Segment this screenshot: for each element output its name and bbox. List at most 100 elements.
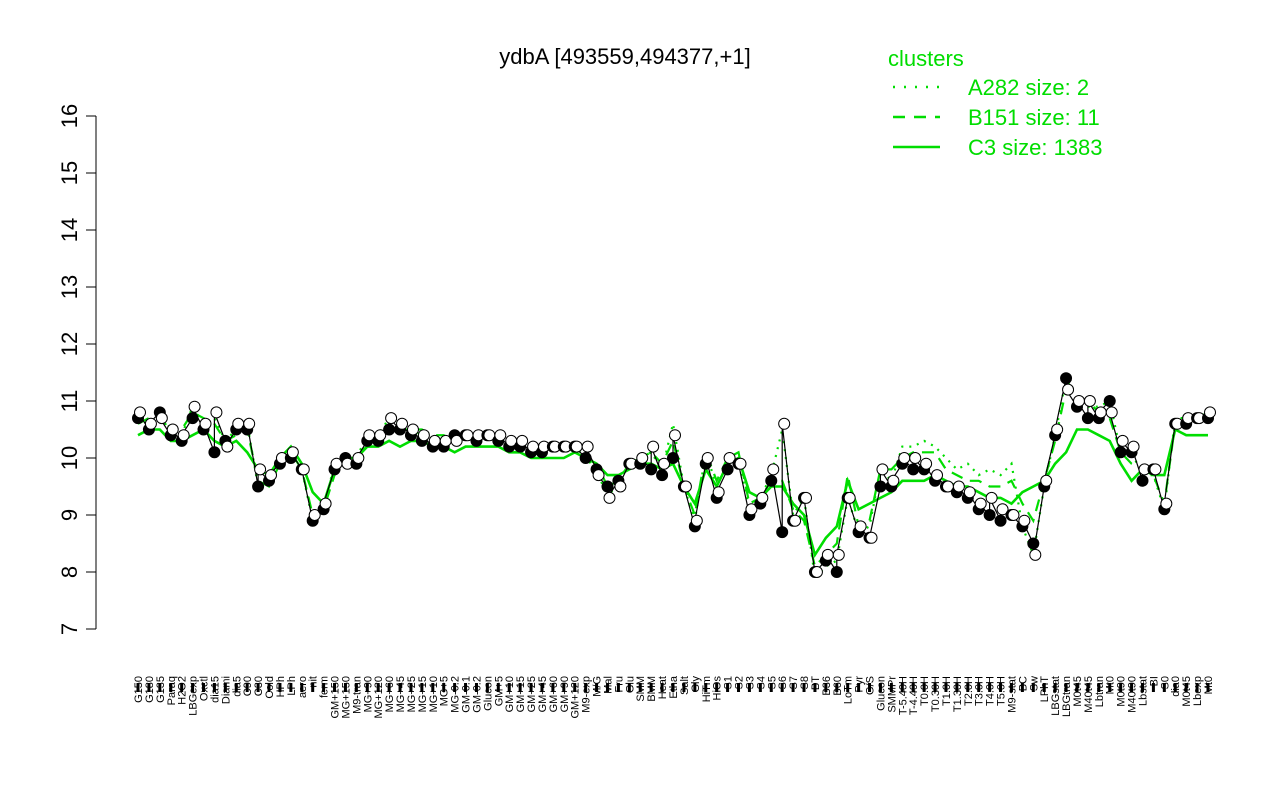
x-tick-label: G180 [144, 676, 156, 703]
x-rug-mark [802, 683, 806, 692]
x-tick-label: T2.0H [963, 676, 975, 706]
x-rug-mark [540, 683, 544, 692]
x-rug-mark [999, 683, 1003, 692]
x-tick-label: GM-0.1 [461, 676, 473, 713]
y-tick-label: 11 [57, 390, 82, 413]
open-point [1204, 406, 1216, 419]
filled-point [1081, 412, 1094, 425]
open-point [789, 514, 802, 527]
open-point [374, 429, 387, 442]
open-point [494, 429, 507, 442]
x-rug-mark [474, 683, 478, 692]
x-tick-label: Cold [264, 676, 276, 699]
x-rug-mark [223, 683, 227, 692]
x-tick-label: HiOs [712, 676, 724, 701]
open-point [1051, 423, 1064, 436]
x-tick-label: Mal [602, 676, 614, 694]
x-tick-label: S5 [766, 676, 778, 689]
x-rug-mark [605, 683, 609, 692]
open-point [701, 452, 714, 464]
x-tick-label: M40t45 [1083, 676, 1095, 713]
x-rug-mark [1086, 683, 1090, 692]
x-tick-label: dia5 [231, 676, 243, 697]
x-tick-label: GM-0.2 [471, 676, 483, 713]
x-rug-mark [485, 683, 489, 692]
x-tick-label: S2 [734, 676, 746, 689]
x-rug-mark [627, 683, 631, 692]
open-point [221, 440, 234, 453]
open-point [188, 400, 201, 413]
open-point [996, 503, 1009, 516]
x-tick-label: MG+15 [417, 676, 429, 712]
x-tick-label: Oxctl [199, 676, 211, 701]
x-tick-label: Diami [220, 676, 232, 704]
x-tick-label: T0.0H [919, 676, 931, 706]
x-rug-mark [758, 683, 762, 692]
x-rug-mark [234, 683, 238, 692]
open-point [417, 429, 430, 442]
x-rug-mark [1184, 683, 1188, 692]
x-tick-label: M0t90 [1116, 676, 1128, 707]
filled-point [776, 526, 789, 539]
x-rug-mark [322, 683, 326, 692]
filled-point [721, 463, 734, 476]
open-point [581, 440, 594, 453]
x-rug-mark [824, 683, 828, 692]
x-rug-mark [660, 683, 664, 692]
x-tick-label: Glucon [482, 676, 494, 711]
x-rug-mark [715, 683, 719, 692]
x-rug-mark [1140, 683, 1144, 692]
open-point [767, 463, 780, 476]
legend-label: B151 size: 11 [968, 105, 1100, 130]
x-tick-label: LPh [286, 676, 298, 696]
x-tick-label: BI [1148, 676, 1160, 686]
data-points [132, 372, 1216, 578]
x-rug-mark [857, 683, 861, 692]
open-point [1105, 406, 1118, 419]
open-point [614, 480, 627, 493]
open-point [450, 434, 463, 447]
x-tick-label: LBGstat [1050, 676, 1062, 716]
x-rug-mark [649, 683, 653, 692]
x-tick-label: G/S [865, 676, 877, 695]
x-rug-mark [1064, 683, 1068, 692]
x-tick-label: M/G [592, 676, 604, 697]
x-rug-mark [780, 683, 784, 692]
x-rug-mark [202, 683, 206, 692]
x-tick-label: T4.0H [985, 676, 997, 706]
y-tick-label: 15 [57, 161, 82, 185]
x-tick-label: T-5.40H [897, 676, 909, 715]
x-tick-label: C30 [253, 676, 265, 696]
x-tick-label: GM+60 [548, 676, 560, 712]
filled-point [667, 452, 679, 464]
x-rug-mark [191, 683, 195, 692]
x-rug-mark [398, 683, 402, 692]
x-rug-mark [431, 683, 435, 692]
x-rug-mark [638, 683, 642, 692]
x-rug-mark [245, 683, 249, 692]
x-tick-label: GM+15 [515, 676, 527, 712]
x-tick-label: Glu [624, 676, 636, 693]
x-rug-mark [846, 683, 850, 692]
x-rug-mark [911, 683, 915, 692]
x-rug-mark [584, 683, 588, 692]
x-rug-mark [496, 683, 500, 692]
x-rug-mark [464, 683, 468, 692]
x-tick-label: Lbexp [1192, 676, 1204, 706]
x-rug-mark [835, 683, 839, 692]
x-tick-label: BT [810, 676, 822, 690]
x-rug-mark [518, 683, 522, 692]
x-rug-mark [158, 683, 162, 692]
x-rug-mark [889, 683, 893, 692]
filled-point [765, 474, 778, 487]
x-rug-mark [747, 683, 751, 692]
x-rug-mark [507, 683, 511, 692]
filled-point [645, 463, 658, 476]
y-tick-label: 16 [57, 104, 82, 128]
x-rug-mark [343, 683, 347, 692]
x-tick-label: GM+45 [537, 676, 549, 712]
x-tick-label: aero [297, 676, 309, 698]
x-rug-mark [376, 683, 380, 692]
